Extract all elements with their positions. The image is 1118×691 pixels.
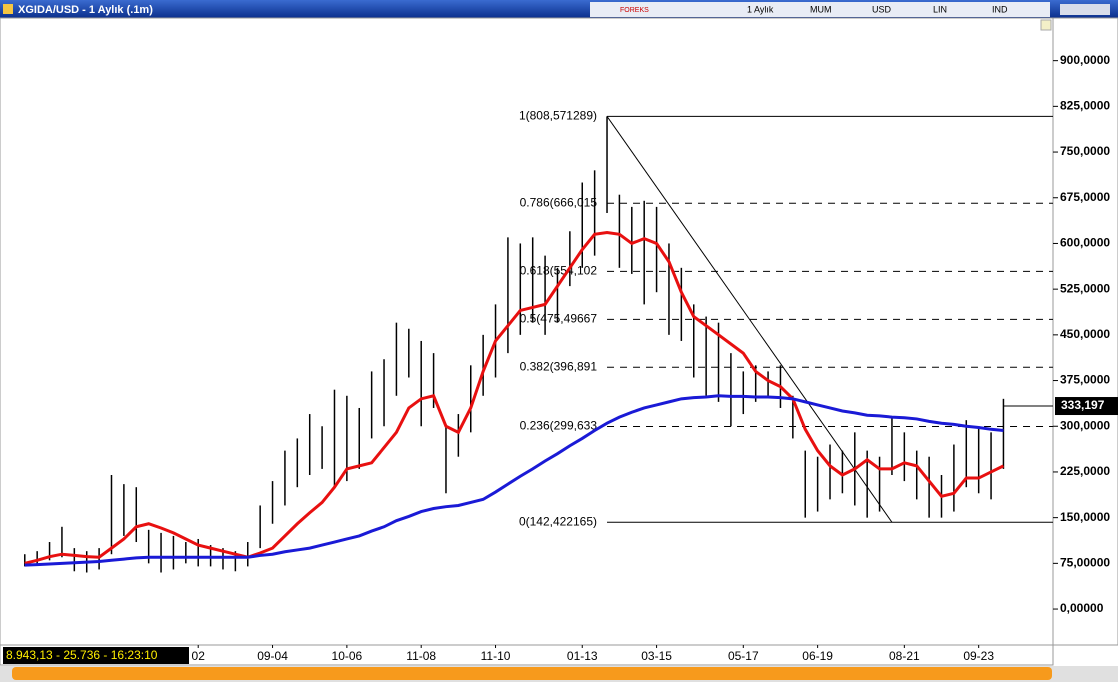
x-tick-label: 01-13 [567, 649, 598, 663]
x-tick-label: 11-10 [481, 649, 511, 663]
y-tick-label: 300,0000 [1060, 418, 1110, 432]
y-tick-label: 75,00000 [1060, 556, 1110, 570]
scroll-thumb[interactable] [12, 667, 1052, 680]
y-tick-label: 600,0000 [1060, 236, 1110, 250]
last-price-box [1055, 397, 1118, 416]
app-icon [3, 4, 13, 14]
fib-label: 0.382(396,891 [520, 359, 598, 373]
x-tick-label: 09-04 [257, 649, 288, 663]
toolbar-item[interactable]: LIN [933, 4, 947, 14]
y-tick-label: 825,0000 [1060, 99, 1110, 113]
y-tick-label: 675,0000 [1060, 190, 1110, 204]
trendline [606, 116, 893, 523]
x-axis-panel [0, 644, 1054, 666]
x-tick-label: 08-21 [889, 649, 920, 663]
toolbar-item[interactable]: USD [872, 4, 892, 14]
fib-label: 1(808,571289) [519, 109, 597, 123]
x-tick-label: 05-17 [728, 649, 759, 663]
corner-icon[interactable] [1040, 19, 1052, 31]
fib-label: 0.236(299,633 [520, 419, 598, 433]
last-price-label: 333,197 [1061, 398, 1105, 412]
toolbar [590, 2, 1050, 17]
x-tick-label: 02 [192, 649, 206, 663]
window-title: XGIDA/USD - 1 Aylık (.1m) [18, 4, 153, 16]
status-box [3, 647, 189, 664]
y-tick-label: 0,00000 [1060, 601, 1104, 615]
y-tick-label: 525,0000 [1060, 281, 1110, 295]
x-tick-label: 06-19 [802, 649, 833, 663]
plot-area [0, 17, 1054, 646]
fib-label: 0.618(554,102 [520, 264, 598, 278]
toolbar-item[interactable]: IND [992, 4, 1008, 14]
forex-logo: FOREKS [620, 7, 649, 14]
status-text: 8.943,13 - 25.736 - 16:23:10 [6, 648, 158, 662]
y-tick-label: 225,0000 [1060, 464, 1110, 478]
x-tick-label: 09-23 [963, 649, 994, 663]
x-tick-label: 10-06 [332, 649, 363, 663]
x-tick-label: 03-15 [641, 649, 672, 663]
moving-average [24, 230, 1005, 565]
moving-average [24, 394, 1004, 567]
fib-label: 0.786(666,015 [520, 195, 598, 209]
y-tick-label: 375,0000 [1060, 373, 1110, 387]
y-tick-label: 750,0000 [1060, 144, 1110, 158]
y-tick-label: 450,0000 [1060, 327, 1110, 341]
fib-label: 0(142,422165) [519, 514, 597, 528]
window-buttons[interactable] [1060, 4, 1110, 15]
y-tick-label: 150,0000 [1060, 510, 1110, 524]
x-tick-label: 11-08 [406, 649, 436, 663]
y-axis-panel [1052, 17, 1118, 646]
toolbar-item[interactable]: MUM [810, 4, 832, 14]
fib-label: 0.5(475,49667 [520, 311, 598, 325]
y-tick-label: 900,0000 [1060, 53, 1110, 67]
toolbar-item[interactable]: 1 Aylık [747, 4, 774, 14]
